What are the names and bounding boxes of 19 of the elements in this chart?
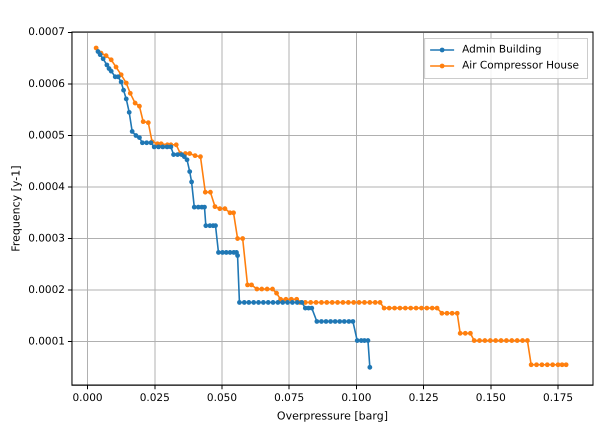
y-axis-title: Frequency [y-1] [9, 166, 22, 252]
y-tick-label: 0.0006 [28, 78, 66, 90]
x-tick-label: 0.000 [72, 392, 103, 404]
y-tick-label: 0.0002 [28, 284, 65, 296]
x-tick-label: 0.025 [140, 392, 170, 404]
x-tick-label: 0.050 [206, 392, 237, 404]
y-tick-label: 0.0007 [28, 26, 65, 38]
x-axis-title: Overpressure [barg] [276, 409, 388, 422]
x-tick-label: 0.125 [408, 392, 439, 404]
x-tick-label: 0.100 [341, 392, 372, 404]
legend-label: Air Compressor House [462, 60, 579, 72]
x-tick-label: 0.175 [543, 392, 574, 404]
y-tick-label: 0.0001 [28, 335, 65, 348]
x-tick-label: 0.075 [274, 392, 304, 404]
y-tick-label: 0.0005 [28, 129, 65, 142]
y-tick-label: 0.0003 [28, 232, 65, 244]
y-tick-label: 0.0004 [28, 180, 66, 193]
x-tick-label: 0.150 [476, 392, 506, 404]
legend-label: Admin Building [462, 44, 542, 56]
